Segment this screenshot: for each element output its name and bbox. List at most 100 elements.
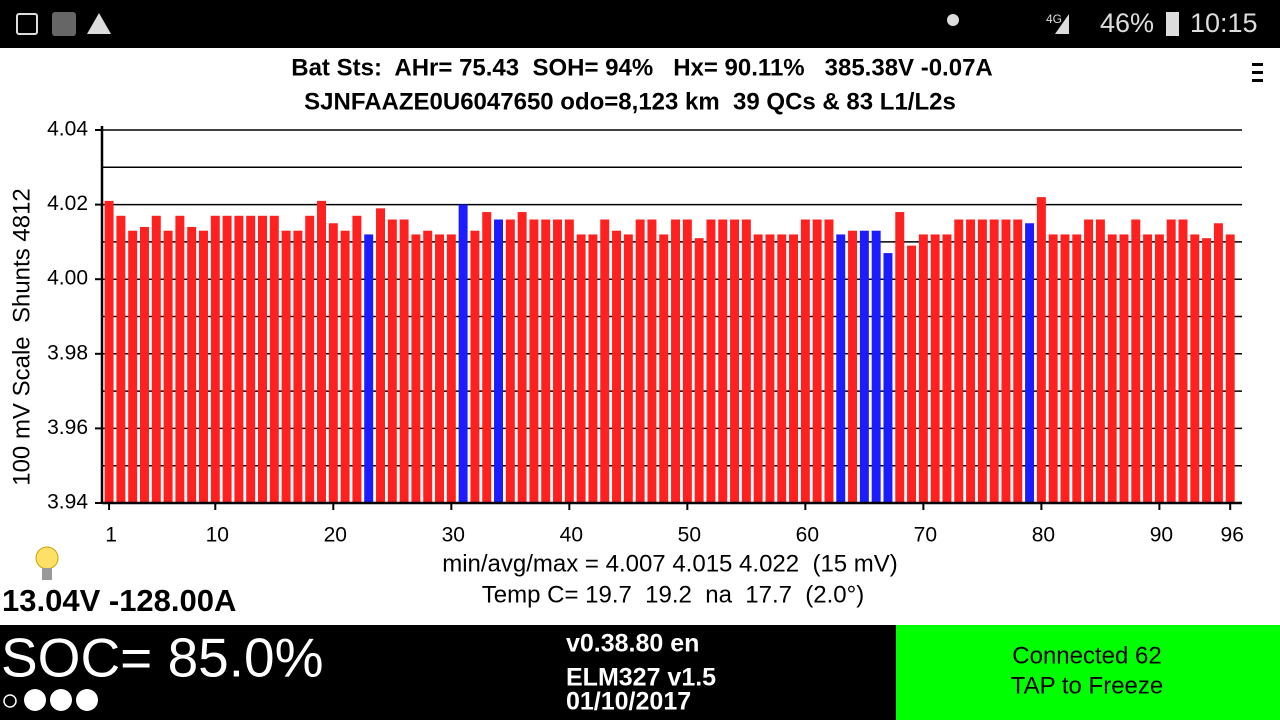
bar xyxy=(553,219,563,503)
bar xyxy=(505,219,515,503)
x-tick-label: 60 xyxy=(796,524,819,547)
bar xyxy=(706,219,716,503)
bar xyxy=(210,215,220,504)
signal-icon xyxy=(1055,14,1069,34)
bar xyxy=(694,238,704,504)
status-dots xyxy=(3,689,98,711)
stats-line: min/avg/max = 4.007 4.015 4.022 (15 mV) xyxy=(442,550,898,577)
adapter: ELM327 v1.5 xyxy=(566,664,716,692)
soc: SOC= 85.0% xyxy=(1,627,324,689)
connection-status: Connected 62 xyxy=(1012,642,1161,669)
bar xyxy=(269,215,279,504)
bar xyxy=(859,230,869,503)
bar xyxy=(765,234,775,503)
pack-reading: 13.04V -128.00A xyxy=(2,583,236,618)
bar xyxy=(340,230,350,503)
x-tick-label: 10 xyxy=(206,524,229,547)
gallery-icon xyxy=(16,13,38,35)
bar xyxy=(1095,219,1105,503)
y-tick-label: 4.04 xyxy=(47,118,88,141)
dot xyxy=(3,694,17,708)
network-type: 4G xyxy=(1046,12,1062,26)
footer xyxy=(0,625,896,720)
menu-bar xyxy=(1252,63,1263,66)
bar xyxy=(753,234,763,503)
header-line: SJNFAAZE0U6047650 odo=8,123 km 39 QCs & … xyxy=(304,88,956,115)
bar xyxy=(222,215,232,504)
bar xyxy=(871,230,881,503)
bar xyxy=(635,219,645,503)
bar xyxy=(411,234,421,503)
bar xyxy=(954,219,964,503)
bar xyxy=(989,219,999,503)
bar xyxy=(258,215,267,504)
dot xyxy=(50,689,72,711)
bar xyxy=(1213,223,1223,503)
bar xyxy=(364,234,374,503)
bar xyxy=(352,215,362,504)
bar xyxy=(435,234,444,503)
bar xyxy=(187,226,197,504)
header-line: Bat Sts: AHr= 75.43 SOH= 94% Hx= 90.11% … xyxy=(291,54,993,81)
bar xyxy=(600,219,610,503)
x-tick-label: 1 xyxy=(105,524,117,547)
bar xyxy=(1143,234,1153,503)
bar xyxy=(741,219,751,503)
bar xyxy=(1013,219,1023,503)
location-icon xyxy=(947,14,959,26)
bulb-base xyxy=(42,568,52,580)
x-tick-label: 70 xyxy=(914,524,937,547)
bar xyxy=(977,219,987,503)
x-tick-label: 96 xyxy=(1221,524,1244,547)
stats-line: Temp C= 19.7 19.2 na 17.7 (2.0°) xyxy=(482,581,865,608)
bar xyxy=(730,219,740,503)
x-tick-label: 40 xyxy=(560,524,583,547)
bar xyxy=(907,245,917,503)
date: 01/10/2017 xyxy=(566,688,691,716)
bar xyxy=(659,234,669,503)
bar xyxy=(541,219,551,503)
bar xyxy=(895,212,905,503)
bar xyxy=(930,234,940,503)
y-tick-label: 3.98 xyxy=(47,341,88,364)
bar xyxy=(104,200,114,503)
bar xyxy=(942,234,952,503)
bar xyxy=(966,219,976,503)
version: v0.38.80 en xyxy=(566,630,699,658)
bar xyxy=(647,219,657,503)
connect-button[interactable] xyxy=(896,625,1280,720)
bar xyxy=(1178,219,1188,503)
bar xyxy=(789,234,799,503)
menu-bar xyxy=(1252,71,1263,74)
bar xyxy=(175,215,185,504)
bar xyxy=(1131,219,1141,503)
bar xyxy=(1084,219,1094,503)
clock: 10:15 xyxy=(1190,8,1258,38)
y-axis-label: 100 mV Scale Shunts 4812 xyxy=(8,188,35,486)
bar xyxy=(517,212,527,503)
bar xyxy=(1036,197,1046,503)
bar xyxy=(883,253,893,503)
warning-icon xyxy=(87,13,111,34)
bar xyxy=(482,212,492,503)
battery-icon xyxy=(1166,12,1179,36)
bar xyxy=(718,219,728,503)
menu-icon[interactable] xyxy=(1252,63,1263,82)
bar xyxy=(470,230,480,503)
battery-percent: 46% xyxy=(1100,8,1154,38)
bar xyxy=(199,230,208,503)
bar xyxy=(281,230,291,503)
menu-bar xyxy=(1252,79,1263,82)
y-tick-label: 4.02 xyxy=(47,192,88,215)
bar xyxy=(1202,238,1212,504)
bar xyxy=(423,230,433,503)
bar xyxy=(812,219,822,503)
bar xyxy=(1166,219,1176,503)
bar xyxy=(800,219,810,503)
bar xyxy=(564,219,574,503)
bar xyxy=(116,215,126,504)
bar xyxy=(376,208,385,503)
bar xyxy=(836,234,846,503)
bar xyxy=(446,234,456,503)
bar xyxy=(151,215,161,504)
